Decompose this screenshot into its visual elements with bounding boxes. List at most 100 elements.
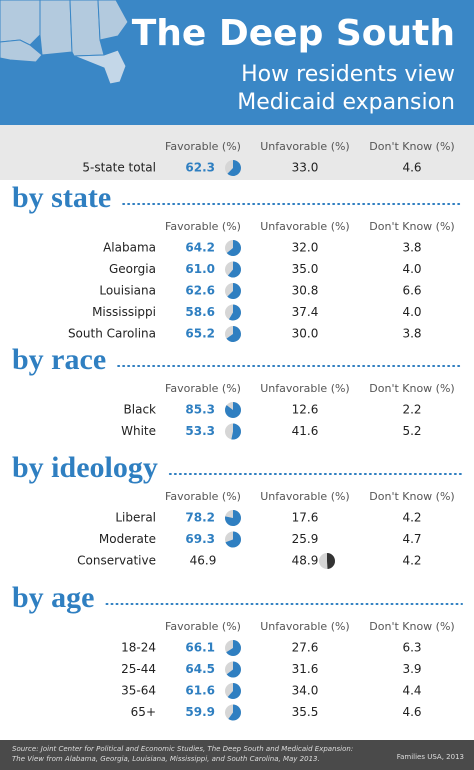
row-label: Alabama [103, 241, 156, 255]
favorable: 61.0 [185, 262, 215, 276]
unfavorable: 34.0 [292, 684, 319, 698]
pie-slice [327, 553, 335, 569]
unfavorable: 12.6 [292, 403, 319, 417]
pie-slice [227, 261, 241, 278]
column-header: Don't Know (%) [369, 620, 454, 633]
pie-slice [225, 531, 241, 548]
map [0, 0, 129, 85]
favorable: 64.2 [185, 241, 215, 255]
row-label: Georgia [109, 262, 156, 276]
row-label: Black [124, 403, 157, 417]
dont-know: 4.6 [402, 705, 421, 719]
favorable: 78.2 [185, 511, 215, 525]
section-title: by ideology [12, 451, 158, 484]
dont-know: 4.4 [402, 684, 421, 698]
unfavorable: 41.6 [292, 424, 319, 438]
favorable: 64.5 [185, 662, 215, 676]
row-label: 18-24 [121, 641, 156, 655]
dont-know: 6.6 [402, 284, 421, 298]
unfavorable: 31.6 [292, 662, 319, 676]
unfavorable: 35.0 [292, 262, 319, 276]
column-header: Don't Know (%) [369, 220, 454, 233]
pie-slice [226, 661, 241, 678]
pie-slice [227, 283, 242, 300]
unfavorable: 35.5 [292, 705, 319, 719]
unfavorable: 25.9 [292, 532, 319, 546]
unfavorable: 32.0 [292, 241, 319, 255]
column-header: Favorable (%) [165, 382, 241, 395]
column-header: Don't Know (%) [369, 490, 454, 503]
pie-slice [231, 423, 242, 440]
pie-slice [227, 683, 242, 699]
dont-know: 3.8 [402, 327, 421, 341]
column-header: Favorable (%) [165, 490, 241, 503]
row-label: 5-state total [82, 161, 156, 175]
row-label: Mississippi [92, 305, 156, 319]
favorable: 46.9 [190, 554, 217, 568]
subtitle: How residents view [241, 62, 455, 87]
unfavorable: 48.9 [292, 554, 319, 568]
section-title: by state [12, 181, 111, 214]
dont-know: 2.2 [402, 403, 421, 417]
row-label: Louisiana [99, 284, 156, 298]
favorable: 65.2 [185, 327, 215, 341]
row-label: Moderate [99, 532, 156, 546]
section-title: by age [12, 581, 95, 614]
row-label: South Carolina [68, 327, 156, 341]
pie-slice [226, 640, 241, 656]
unfavorable: 27.6 [292, 641, 319, 655]
dont-know: 4.2 [402, 554, 421, 568]
dont-know: 4.2 [402, 511, 421, 525]
column-header: Don't Know (%) [369, 382, 454, 395]
dont-know: 3.9 [402, 662, 421, 676]
pie-slice [227, 160, 242, 177]
source: Source: Joint Center for Political and E… [12, 745, 353, 753]
dont-know: 4.0 [402, 262, 421, 276]
row-label: Liberal [115, 511, 156, 525]
column-header: Unfavorable (%) [260, 620, 349, 633]
favorable: 66.1 [185, 641, 215, 655]
dont-know: 4.0 [402, 305, 421, 319]
pie-slice [228, 704, 242, 721]
footer-band [0, 740, 474, 770]
pie-slice [225, 402, 241, 418]
dont-know: 6.3 [402, 641, 421, 655]
favorable: 61.6 [185, 684, 215, 698]
pie-slice [226, 326, 241, 342]
dont-know: 3.8 [402, 241, 421, 255]
pie-slice [228, 304, 242, 321]
row-label: 35-64 [121, 684, 156, 698]
column-header: Unfavorable (%) [260, 382, 349, 395]
favorable: 58.6 [185, 305, 215, 319]
column-header: Unfavorable (%) [260, 140, 349, 153]
pie-slice [226, 240, 242, 256]
row-label: 25-44 [121, 662, 156, 676]
column-header: Unfavorable (%) [260, 490, 349, 503]
pie-slice [225, 510, 242, 526]
column-header: Favorable (%) [165, 220, 241, 233]
unfavorable: 30.0 [292, 327, 319, 341]
row-label: Conservative [77, 554, 156, 568]
unfavorable: 17.6 [292, 511, 319, 525]
column-header: Don't Know (%) [369, 140, 454, 153]
favorable: 62.6 [185, 284, 215, 298]
favorable: 85.3 [185, 403, 215, 417]
dont-know: 5.2 [402, 424, 421, 438]
unfavorable: 30.8 [292, 284, 319, 298]
favorable: 62.3 [185, 161, 215, 175]
unfavorable: 33.0 [292, 161, 319, 175]
credit: Families USA, 2013 [397, 753, 464, 761]
source: The View from Alabama, Georgia, Louisian… [12, 755, 320, 763]
favorable: 59.9 [185, 705, 215, 719]
section-title: by race [12, 343, 106, 376]
favorable: 53.3 [185, 424, 215, 438]
dont-know: 4.6 [402, 161, 421, 175]
favorable: 69.3 [185, 532, 215, 546]
subtitle: Medicaid expansion [237, 90, 455, 115]
dont-know: 4.7 [402, 532, 421, 546]
title: The Deep South [132, 13, 455, 54]
column-header: Favorable (%) [165, 140, 241, 153]
row-label: White [121, 424, 156, 438]
row-label: 65+ [131, 705, 156, 719]
